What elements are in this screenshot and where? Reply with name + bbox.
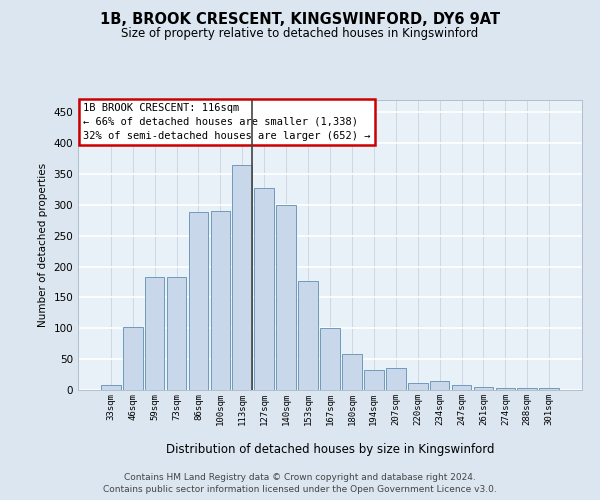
- Bar: [167, 277, 187, 390]
- Bar: [539, 388, 559, 390]
- Text: 1B, BROOK CRESCENT, KINGSWINFORD, DY6 9AT: 1B, BROOK CRESCENT, KINGSWINFORD, DY6 9A…: [100, 12, 500, 28]
- Text: Distribution of detached houses by size in Kingswinford: Distribution of detached houses by size …: [166, 442, 494, 456]
- Bar: [232, 165, 252, 390]
- Bar: [276, 205, 296, 390]
- Bar: [342, 354, 362, 390]
- Bar: [211, 211, 230, 390]
- Bar: [408, 383, 428, 390]
- Bar: [145, 277, 164, 390]
- Bar: [386, 368, 406, 390]
- Bar: [473, 387, 493, 390]
- Bar: [101, 385, 121, 390]
- Bar: [298, 282, 318, 390]
- Text: Size of property relative to detached houses in Kingswinford: Size of property relative to detached ho…: [121, 28, 479, 40]
- Text: 1B BROOK CRESCENT: 116sqm
← 66% of detached houses are smaller (1,338)
32% of se: 1B BROOK CRESCENT: 116sqm ← 66% of detac…: [83, 103, 371, 141]
- Bar: [430, 380, 449, 390]
- Bar: [254, 188, 274, 390]
- Bar: [320, 328, 340, 390]
- Bar: [123, 327, 143, 390]
- Bar: [517, 388, 537, 390]
- Y-axis label: Number of detached properties: Number of detached properties: [38, 163, 48, 327]
- Bar: [452, 385, 472, 390]
- Bar: [188, 212, 208, 390]
- Bar: [364, 370, 384, 390]
- Text: Contains HM Land Registry data © Crown copyright and database right 2024.: Contains HM Land Registry data © Crown c…: [124, 472, 476, 482]
- Text: Contains public sector information licensed under the Open Government Licence v3: Contains public sector information licen…: [103, 485, 497, 494]
- Bar: [496, 388, 515, 390]
